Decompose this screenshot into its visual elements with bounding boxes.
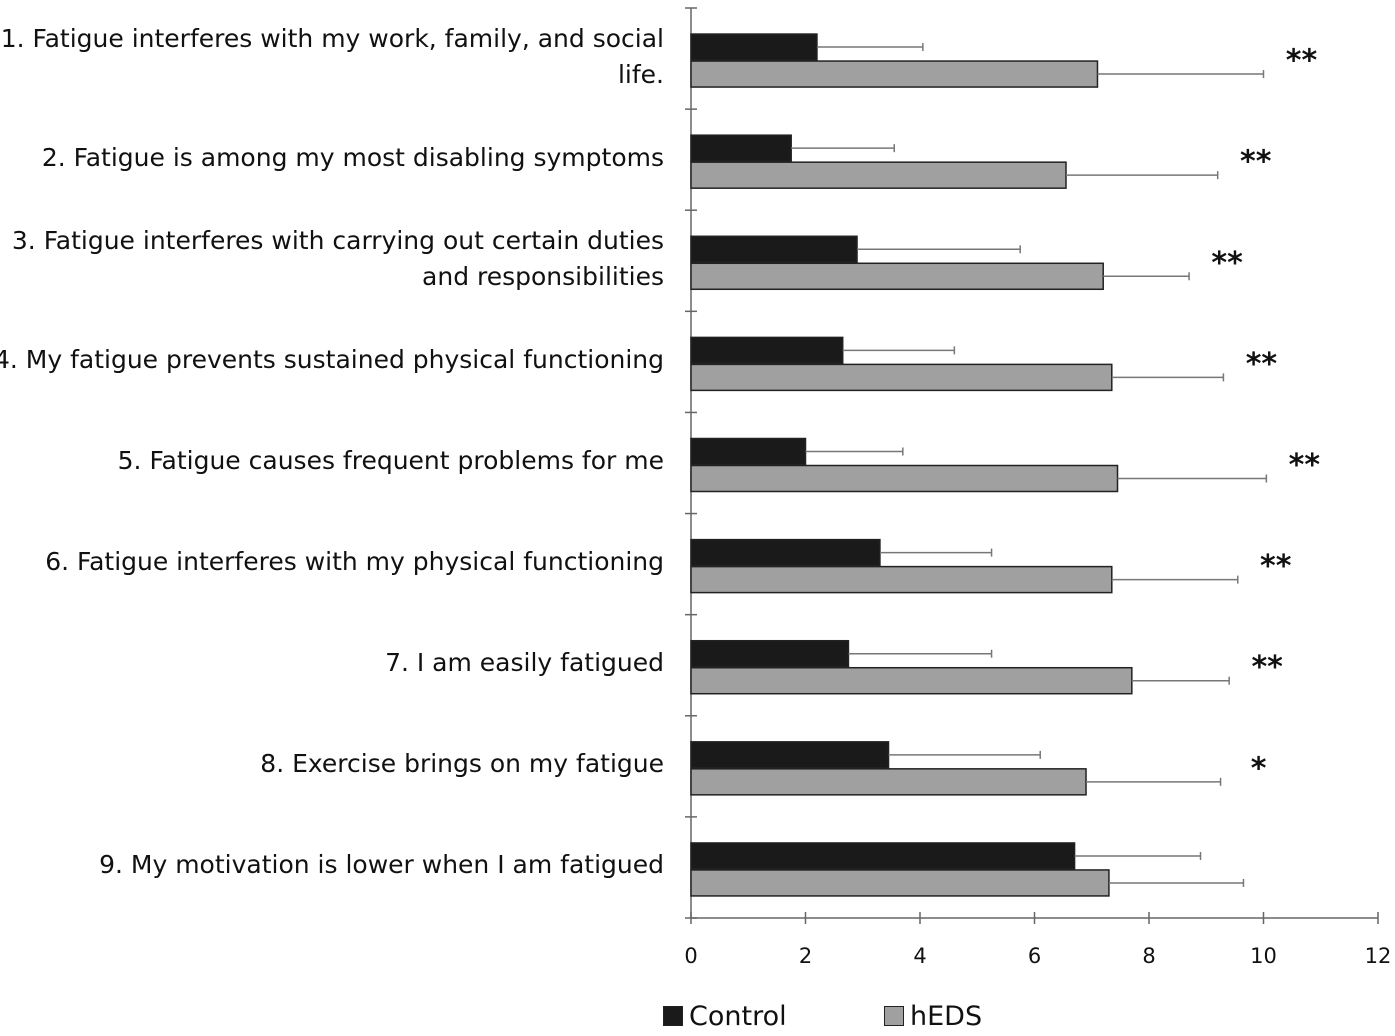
category-label: 8. Exercise brings on my fatigue [260,749,664,779]
bar-control-3 [690,235,858,264]
category-label: 4. My fatigue prevents sustained physica… [0,344,664,374]
bar-control-4 [690,336,844,365]
significance-marker: ** [1289,448,1321,483]
bar-control-6 [690,538,881,567]
significance-marker: ** [1246,347,1278,382]
category-label: 7. I am easily fatigued [385,648,664,678]
category-label: 1. Fatigue interferes with my work, fami… [0,23,664,89]
legend-swatch-heds [884,1006,904,1026]
category-label: 6. Fatigue interferes with my physical f… [45,547,664,577]
legend-label-control: Control [689,1000,787,1032]
bar-control-9 [690,842,1076,870]
x-tick-label: 10 [1250,944,1277,968]
bar-heds-4 [690,363,1113,392]
significance-marker: ** [1260,549,1292,584]
legend-swatch-control [663,1006,683,1026]
bar-heds-9 [690,869,1110,897]
bar-control-5 [690,437,807,466]
significance-marker: ** [1251,650,1283,685]
x-tick-label: 0 [684,944,697,968]
bar-heds-3 [690,262,1104,291]
significance-marker: * [1251,751,1267,786]
x-tick-label: 4 [913,944,926,968]
bar-heds-1 [690,60,1099,88]
bar-control-7 [690,639,850,668]
significance-marker: ** [1211,246,1243,281]
bar-control-2 [690,134,792,162]
legend-item-heds: hEDS [884,998,982,1034]
x-tick-label: 2 [799,944,812,968]
significance-marker: ** [1240,145,1272,180]
bar-heds-2 [690,161,1067,189]
category-label: 5. Fatigue causes frequent problems for … [117,446,664,475]
category-label: 3. Fatigue interferes with carrying out … [11,225,664,291]
category-label: 9. My motivation is lower when I am fati… [99,850,664,880]
legend-label-heds: hEDS [910,1000,983,1032]
bar-heds-7 [690,666,1133,695]
x-tick-label: 12 [1365,944,1392,968]
bar-control-8 [690,741,890,769]
bar-control-1 [690,33,818,61]
legend-item-control: Control [663,998,787,1034]
category-label: 2. Fatigue is among my most disabling sy… [41,142,664,172]
bar-heds-6 [690,565,1113,594]
x-tick-label: 6 [1028,944,1041,968]
bar-heds-8 [690,768,1087,796]
significance-marker: ** [1286,44,1318,79]
x-tick-label: 8 [1142,944,1155,968]
bar-heds-5 [690,464,1119,493]
